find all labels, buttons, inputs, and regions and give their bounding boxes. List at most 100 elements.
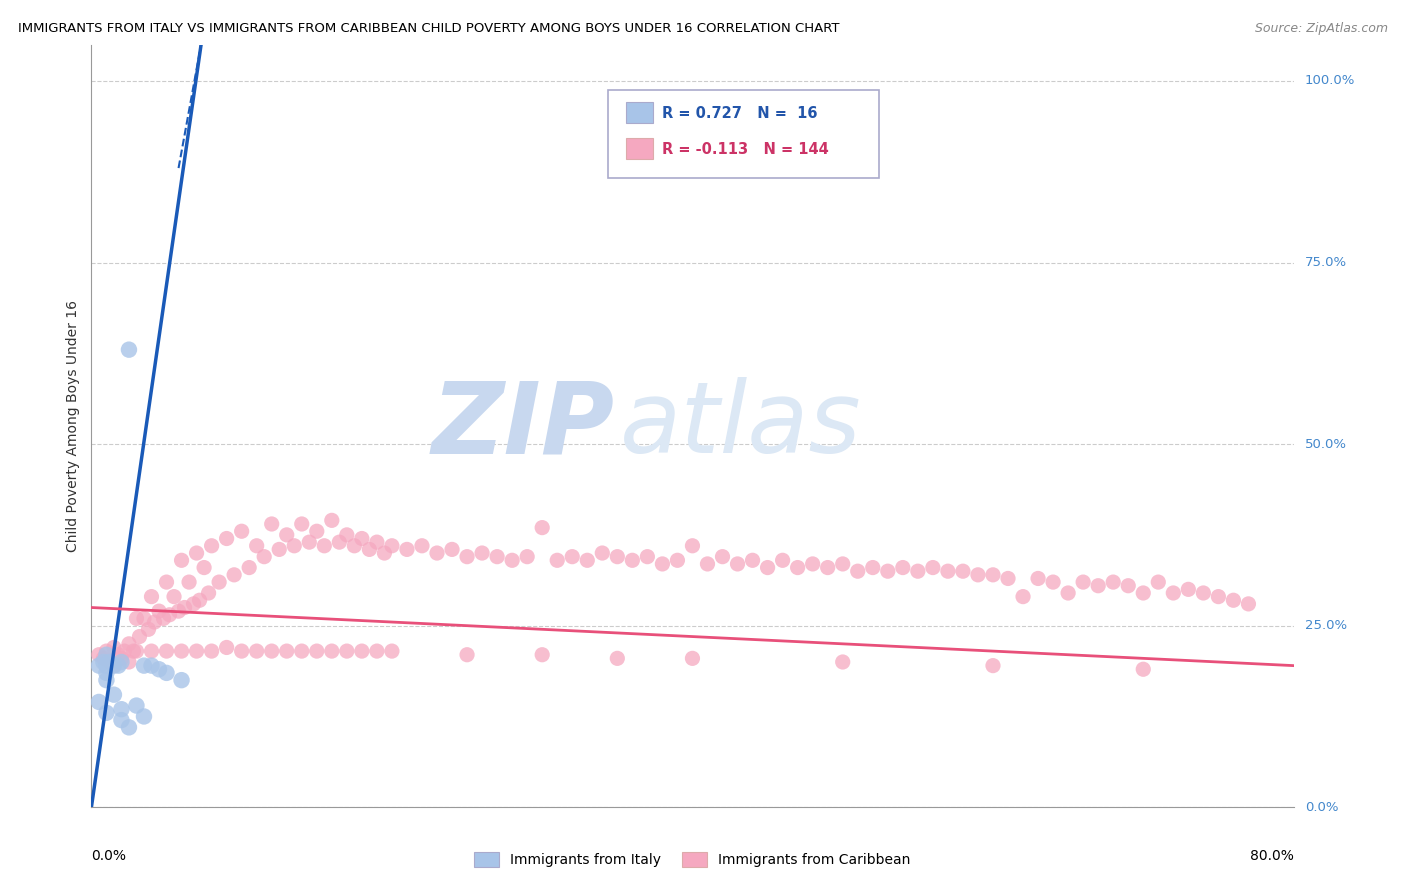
Text: R = 0.727   N =  16: R = 0.727 N = 16 [662, 106, 818, 120]
Text: atlas: atlas [620, 377, 862, 475]
Point [305, 644, 328, 658]
Point [141, 644, 163, 658]
Point [132, 658, 155, 673]
Point [343, 539, 366, 553]
Point [395, 542, 418, 557]
Point [96, 648, 118, 662]
Point [831, 655, 853, 669]
Point [696, 557, 718, 571]
Text: 0.0%: 0.0% [1305, 801, 1339, 814]
Point [148, 604, 170, 618]
Point [193, 560, 215, 574]
Point [305, 524, 328, 539]
Point [269, 542, 291, 557]
Point [531, 521, 554, 535]
Point [321, 644, 343, 658]
Point [122, 644, 145, 658]
Point [173, 600, 195, 615]
Point [501, 553, 523, 567]
Point [276, 644, 298, 658]
Point [606, 651, 628, 665]
Point [801, 557, 824, 571]
Text: 75.0%: 75.0% [1305, 256, 1347, 269]
Point [531, 648, 554, 662]
Point [107, 648, 129, 662]
Text: ZIP: ZIP [432, 377, 614, 475]
Point [1132, 662, 1154, 676]
Point [253, 549, 276, 564]
Point [110, 655, 132, 669]
FancyBboxPatch shape [609, 90, 879, 178]
Point [922, 560, 945, 574]
Point [183, 597, 205, 611]
Point [1102, 575, 1125, 590]
Point [1042, 575, 1064, 590]
Point [167, 604, 190, 618]
Point [456, 549, 478, 564]
Point [546, 553, 568, 567]
Point [876, 564, 898, 578]
Point [197, 586, 219, 600]
Point [997, 572, 1019, 586]
Point [1071, 575, 1094, 590]
Point [128, 630, 150, 644]
Point [1057, 586, 1080, 600]
Point [314, 539, 336, 553]
Point [1087, 579, 1109, 593]
Point [143, 615, 166, 629]
Point [141, 590, 163, 604]
Point [952, 564, 974, 578]
Point [188, 593, 211, 607]
Point [118, 637, 141, 651]
Point [366, 535, 388, 549]
Point [891, 560, 914, 574]
Point [381, 644, 404, 658]
Text: R = -0.113   N = 144: R = -0.113 N = 144 [662, 142, 830, 157]
Point [170, 673, 193, 688]
Point [636, 549, 658, 564]
Point [1177, 582, 1199, 597]
Point [159, 607, 181, 622]
Point [98, 655, 121, 669]
Point [1132, 586, 1154, 600]
Point [681, 539, 703, 553]
Point [366, 644, 388, 658]
Point [276, 528, 298, 542]
Point [772, 553, 794, 567]
Point [831, 557, 853, 571]
Point [359, 542, 381, 557]
Point [231, 644, 253, 658]
Point [96, 665, 118, 680]
Text: 50.0%: 50.0% [1305, 438, 1347, 450]
Point [1237, 597, 1260, 611]
Point [381, 539, 404, 553]
Point [606, 549, 628, 564]
Point [224, 567, 246, 582]
Point [486, 549, 509, 564]
Point [756, 560, 779, 574]
Point [110, 702, 132, 716]
Point [666, 553, 689, 567]
Point [87, 695, 110, 709]
Point [621, 553, 644, 567]
Point [163, 590, 186, 604]
Point [201, 644, 224, 658]
Point [87, 648, 110, 662]
Text: 80.0%: 80.0% [1250, 849, 1294, 863]
Point [328, 535, 350, 549]
Point [711, 549, 734, 564]
Point [103, 640, 125, 655]
Point [138, 623, 160, 637]
Point [1012, 590, 1035, 604]
Point [981, 567, 1004, 582]
Text: 0.0%: 0.0% [91, 849, 127, 863]
Point [177, 575, 200, 590]
Point [967, 567, 990, 582]
Point [118, 343, 141, 357]
Point [114, 644, 136, 658]
Point [170, 553, 193, 567]
Point [336, 528, 359, 542]
Point [96, 644, 118, 658]
Point [862, 560, 884, 574]
Point [727, 557, 749, 571]
